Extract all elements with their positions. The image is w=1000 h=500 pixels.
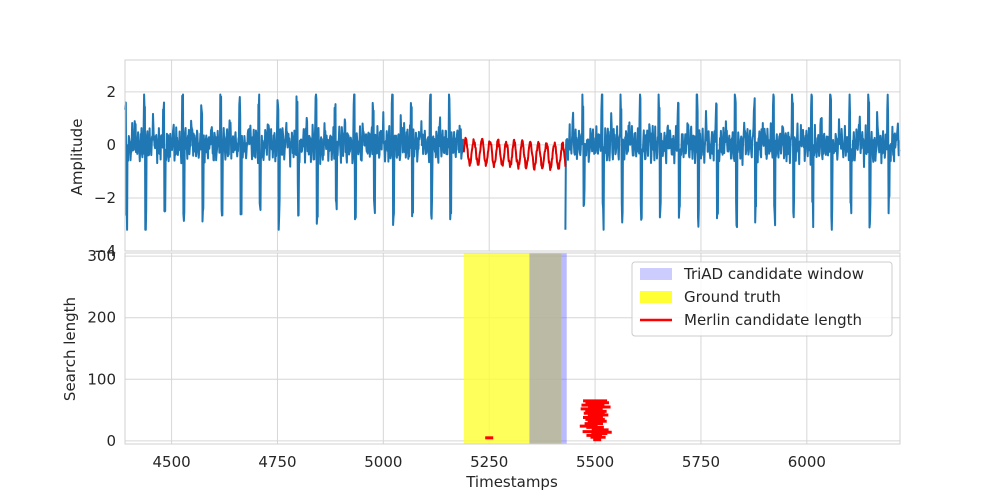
legend-entry-label: Ground truth [684, 288, 781, 306]
anomalous-segment-line [462, 136, 567, 171]
amplitude-axis-label: Amplitude [68, 119, 86, 196]
legend-swatch [640, 291, 672, 303]
legend-box [631, 261, 893, 337]
legend-entry-label: TriAD candidate window [683, 265, 864, 283]
amplitude-y-tick-label: −4 [94, 242, 116, 260]
x-tick-label: 5500 [576, 453, 614, 471]
search-length-plot-frame [124, 252, 901, 445]
triad-candidate-span [529, 253, 567, 444]
search-length-y-tick-label: 300 [87, 247, 116, 265]
x-tick-label: 5000 [364, 453, 402, 471]
amplitude-y-tick-label: 2 [106, 83, 116, 101]
legend: TriAD candidate window Ground truth Merlin… [631, 261, 893, 337]
amplitude-series-line [124, 93, 465, 231]
timestamps-axis-label: Timestamps [465, 473, 558, 491]
amplitude-series-line [564, 93, 901, 231]
x-tick-label: 4500 [152, 453, 190, 471]
search-length-y-tick-label: 200 [87, 309, 116, 327]
amplitude-panel: −4 −2 0 2 Amplitude [68, 59, 901, 260]
search-length-y-tick-label: 0 [106, 432, 116, 450]
search-length-y-tick-label: 100 [87, 370, 116, 388]
x-tick-label: 6000 [788, 453, 826, 471]
x-tick-label: 4750 [258, 453, 296, 471]
legend-swatch [640, 268, 672, 280]
search-length-axis-label: Search length [61, 297, 79, 401]
amplitude-y-tick-label: 0 [106, 136, 116, 154]
x-tick-label: 5250 [470, 453, 508, 471]
ground-truth-span [463, 253, 562, 444]
amplitude-y-tick-label: −2 [94, 189, 116, 207]
amplitude-plot-frame [124, 59, 901, 252]
legend-entry-label: Merlin candidate length [684, 311, 862, 329]
x-tick-label: 5750 [682, 453, 720, 471]
